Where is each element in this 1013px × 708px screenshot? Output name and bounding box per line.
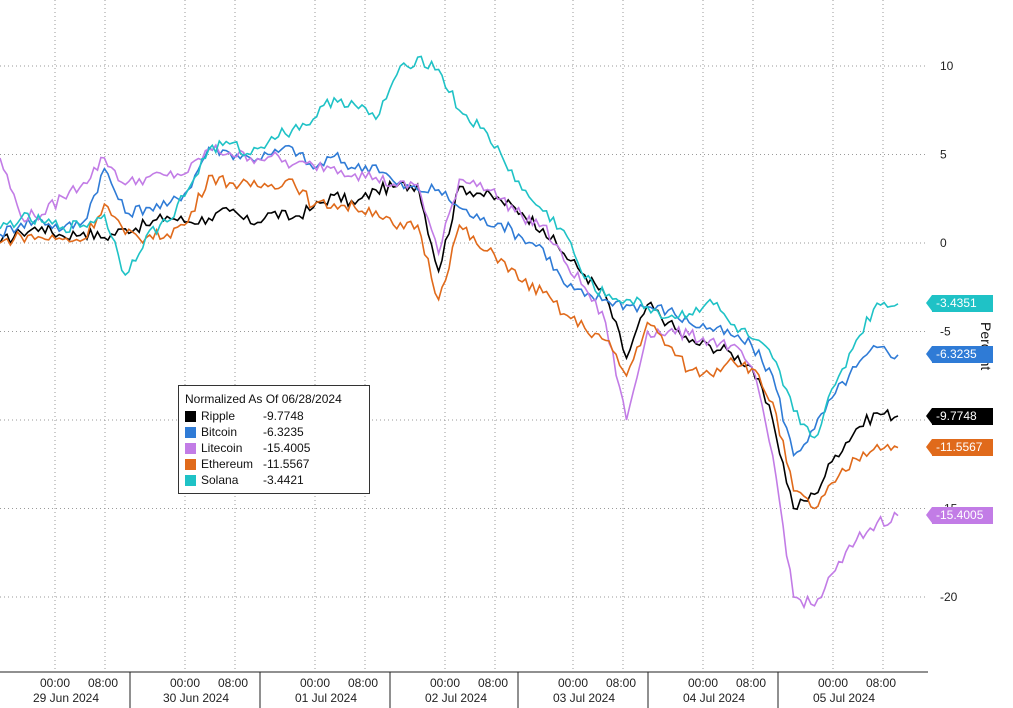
legend-label: Litecoin (201, 441, 243, 455)
series-line-bitcoin (0, 143, 899, 457)
legend-item-ethereum: Ethereum -11.5567 (185, 456, 363, 472)
last-value-badge-bitcoin: -6.3235 (926, 346, 993, 364)
x-tick-label: 08:00 (218, 676, 248, 690)
x-tick-label: 00:00 (558, 676, 588, 690)
legend-label: Ethereum (201, 457, 254, 471)
x-tick-label: 00:00 (818, 676, 848, 690)
legend-item-litecoin: Litecoin -15.4005 (185, 440, 363, 456)
x-day-label: 01 Jul 2024 (295, 691, 357, 705)
x-day-label: 02 Jul 2024 (425, 691, 487, 705)
x-tick-label: 08:00 (866, 676, 896, 690)
x-tick-label: 00:00 (170, 676, 200, 690)
legend-label: Bitcoin (201, 425, 238, 439)
series-line-solana (0, 55, 899, 439)
legend: Normalized As Of 06/28/2024 Ripple -9.77… (178, 385, 370, 494)
series-line-ethereum (0, 174, 899, 510)
legend-swatch (185, 458, 196, 470)
x-tick-label: 08:00 (736, 676, 766, 690)
y-tick-label: -20 (940, 590, 958, 604)
y-tick-label: 10 (940, 59, 954, 73)
x-tick-label: 00:00 (430, 676, 460, 690)
last-value-badge-ripple: -9.7748 (926, 407, 993, 425)
grid (0, 0, 928, 672)
x-tick-label: 00:00 (688, 676, 718, 690)
x-tick-label: 08:00 (478, 676, 508, 690)
legend-swatch (185, 426, 196, 438)
y-tick-label: 5 (940, 148, 947, 162)
series-lines (0, 55, 899, 610)
x-tick-label: 08:00 (348, 676, 378, 690)
legend-value: -6.3235 (263, 425, 304, 439)
legend-swatch (185, 410, 196, 422)
legend-value: -9.7748 (263, 409, 304, 423)
x-day-label: 05 Jul 2024 (813, 691, 875, 705)
x-day-label: 03 Jul 2024 (553, 691, 615, 705)
x-tick-label: 00:00 (300, 676, 330, 690)
x-day-label: 29 Jun 2024 (33, 691, 99, 705)
legend-value: -3.4421 (263, 473, 304, 487)
legend-item-ripple: Ripple -9.7748 (185, 408, 363, 424)
x-tick-label: 08:00 (88, 676, 118, 690)
legend-swatch (185, 442, 196, 454)
x-tick-label: 08:00 (606, 676, 636, 690)
x-day-label: 04 Jul 2024 (683, 691, 745, 705)
last-value-badge-litecoin: -15.4005 (926, 507, 993, 525)
y-tick-label: 0 (940, 236, 947, 250)
legend-label: Solana (201, 473, 239, 487)
legend-value: -11.5567 (263, 457, 310, 471)
legend-item-bitcoin: Bitcoin -6.3235 (185, 424, 363, 440)
legend-swatch (185, 474, 196, 486)
y-tick-label: -5 (940, 325, 951, 339)
x-day-label: 30 Jun 2024 (163, 691, 229, 705)
last-value-badge-ethereum: -11.5567 (926, 439, 993, 457)
series-line-litecoin (0, 143, 899, 610)
last-value-badge-solana: -3.4351 (926, 295, 993, 313)
legend-label: Ripple (201, 409, 236, 423)
x-tick-label: 00:00 (40, 676, 70, 690)
legend-item-solana: Solana -3.4421 (185, 472, 363, 488)
legend-title: Normalized As Of 06/28/2024 (185, 392, 342, 406)
legend-value: -15.4005 (263, 441, 311, 455)
series-line-ripple (0, 179, 899, 511)
